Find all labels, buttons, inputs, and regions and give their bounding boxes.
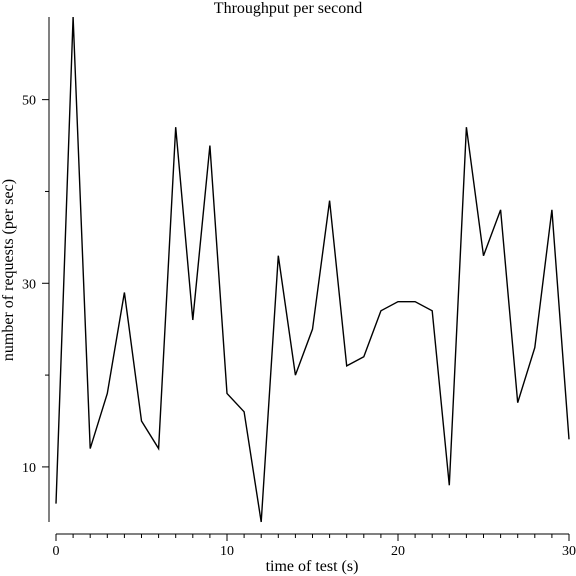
x-tick-label: 0	[53, 544, 60, 559]
y-axis-ticks: 10 30 50	[22, 94, 49, 476]
x-tick-label: 30	[562, 544, 576, 559]
x-axis-ticks: 0 10 20 30	[53, 534, 576, 559]
y-axis-title: number of requests (per sec)	[0, 179, 17, 361]
y-tick-label: 10	[22, 461, 36, 476]
y-tick-label: 30	[22, 277, 36, 292]
x-tick-label: 20	[391, 544, 405, 559]
y-tick-label: 50	[22, 94, 36, 109]
series-group	[55, 16, 570, 523]
chart-title: Throughput per second	[214, 0, 362, 17]
series-line	[55, 16, 570, 523]
x-tick-label: 10	[220, 544, 234, 559]
x-axis-title: time of test (s)	[266, 558, 359, 575]
